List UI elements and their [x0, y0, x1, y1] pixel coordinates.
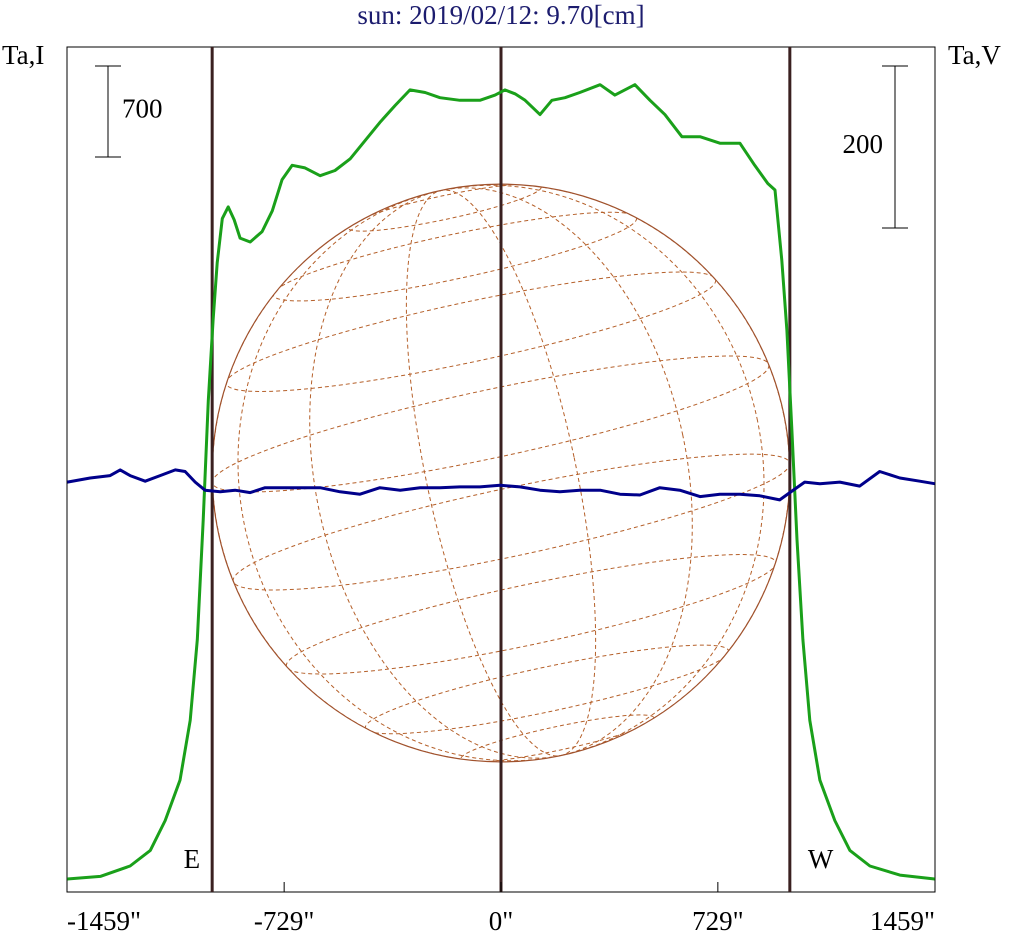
scale-bar-label: 700	[122, 94, 163, 124]
parallel	[272, 211, 638, 302]
x-tick-label: 729"	[692, 906, 744, 936]
series-line	[67, 83, 935, 881]
limb-label: W	[808, 844, 834, 874]
y2-axis-label: Ta,V	[948, 40, 1001, 70]
x-tick-label: 0"	[489, 906, 514, 936]
series-line	[67, 468, 935, 502]
x-tick-label: -729"	[254, 906, 315, 936]
chart-title: sun: 2019/02/12: 9.70[cm]	[357, 0, 644, 30]
y-axis-label: Ta,I	[2, 40, 44, 70]
x-tick-label: -1459"	[67, 906, 141, 936]
limb-label: E	[184, 844, 201, 874]
parallel	[364, 644, 730, 735]
scale-bar-label: 200	[843, 129, 884, 159]
x-tick-label: 1459"	[870, 906, 935, 936]
parallel	[225, 271, 717, 392]
